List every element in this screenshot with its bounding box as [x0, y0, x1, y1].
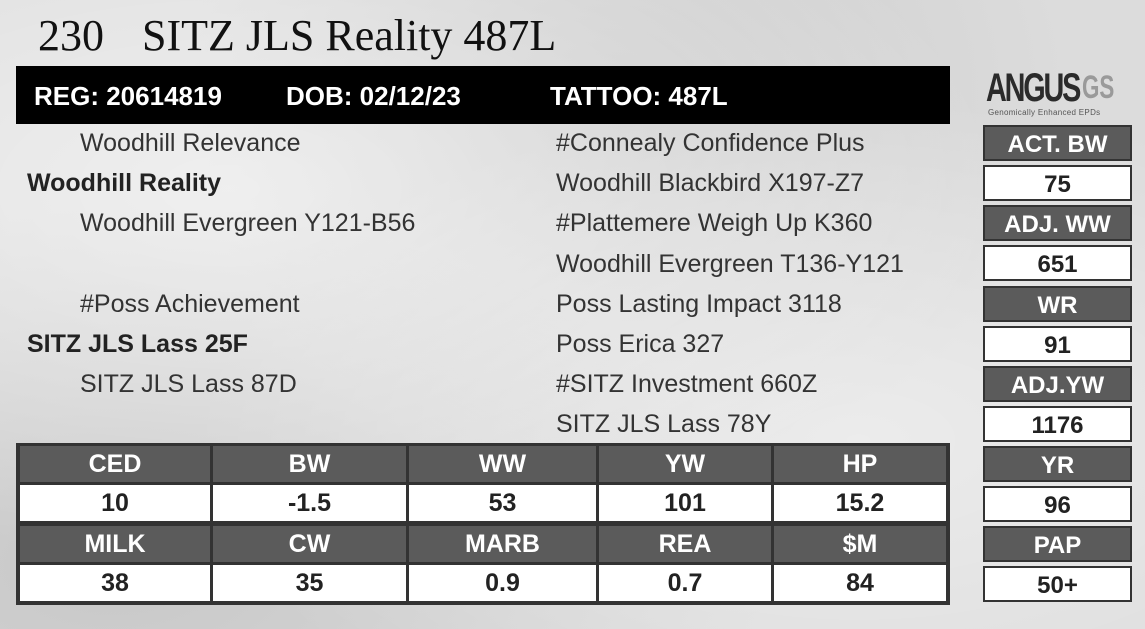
stat-value: 50+ [983, 566, 1132, 602]
pedigree-ancestor: #Plattemere Weigh Up K360 [556, 209, 873, 237]
pedigree-dam-dam: SITZ JLS Lass 87D [80, 370, 297, 398]
epd-header: HP [774, 446, 946, 482]
pedigree-dam: SITZ JLS Lass 25F [27, 330, 248, 358]
pedigree-sire-dam: Woodhill Evergreen Y121-B56 [80, 209, 416, 237]
epd-header: WW [409, 446, 596, 482]
epd-header: YW [599, 446, 771, 482]
pedigree-ancestor: #Connealy Confidence Plus [556, 129, 865, 157]
epd-value: 0.7 [599, 565, 771, 601]
epd-header: CED [20, 446, 210, 482]
epd-value: 38 [20, 565, 210, 601]
stat-label: ADJ. WW [983, 205, 1132, 241]
stat-value: 91 [983, 326, 1132, 362]
pedigree-ancestor: Poss Erica 327 [556, 330, 725, 358]
lot-title: 230 SITZ JLS Reality 487L [38, 8, 556, 64]
epd-header: BW [213, 446, 406, 482]
tattoo: TATTOO: 487L [550, 81, 728, 111]
angus-gs-logo: ANGUS GS Genomically Enhanced EPDs [986, 64, 1132, 120]
epd-value: -1.5 [213, 485, 406, 521]
epd-value: 0.9 [409, 565, 596, 601]
stat-label: ADJ.YW [983, 366, 1132, 402]
pedigree-ancestor: Woodhill Blackbird X197-Z7 [556, 169, 865, 197]
pedigree-ancestor: SITZ JLS Lass 78Y [556, 410, 772, 438]
stat-value: 96 [983, 486, 1132, 522]
epd-header: MILK [20, 526, 210, 562]
epd-header: REA [599, 526, 771, 562]
animal-name: SITZ JLS Reality 487L [142, 11, 557, 60]
lot-number: 230 [38, 11, 104, 60]
stat-label: PAP [983, 526, 1132, 562]
epd-header: MARB [409, 526, 596, 562]
id-bar: REG: 20614819 DOB: 02/12/23 TATTOO: 487L [16, 66, 950, 124]
birth-date: DOB: 02/12/23 [286, 81, 461, 111]
epd-table: CED BW WW YW HP 10 -1.5 53 101 15.2 MILK… [16, 443, 950, 605]
epd-header: CW [213, 526, 406, 562]
pedigree-sire: Woodhill Reality [27, 169, 221, 197]
pedigree-dam-sire: #Poss Achievement [80, 290, 300, 318]
epd-value: 101 [599, 485, 771, 521]
stat-value: 75 [983, 165, 1132, 201]
pedigree-sire-sire: Woodhill Relevance [80, 129, 301, 157]
epd-value: 10 [20, 485, 210, 521]
logo-suffix: GS [1082, 69, 1115, 105]
logo-tagline: Genomically Enhanced EPDs [988, 108, 1101, 117]
epd-value: 84 [774, 565, 946, 601]
stat-value: 651 [983, 245, 1132, 281]
pedigree-ancestor: Poss Lasting Impact 3118 [556, 290, 842, 318]
stat-label: WR [983, 286, 1132, 322]
reg-number: REG: 20614819 [34, 81, 222, 111]
stat-label: YR [983, 446, 1132, 482]
pedigree-ancestor: Woodhill Evergreen T136-Y121 [556, 250, 904, 278]
stat-value: 1176 [983, 406, 1132, 442]
epd-value: 35 [213, 565, 406, 601]
pedigree-ancestor: #SITZ Investment 660Z [556, 370, 818, 398]
epd-value: 15.2 [774, 485, 946, 521]
epd-header: $M [774, 526, 946, 562]
stat-label: ACT. BW [983, 125, 1132, 161]
epd-value: 53 [409, 485, 596, 521]
logo-main-text: ANGUS [986, 66, 1081, 110]
